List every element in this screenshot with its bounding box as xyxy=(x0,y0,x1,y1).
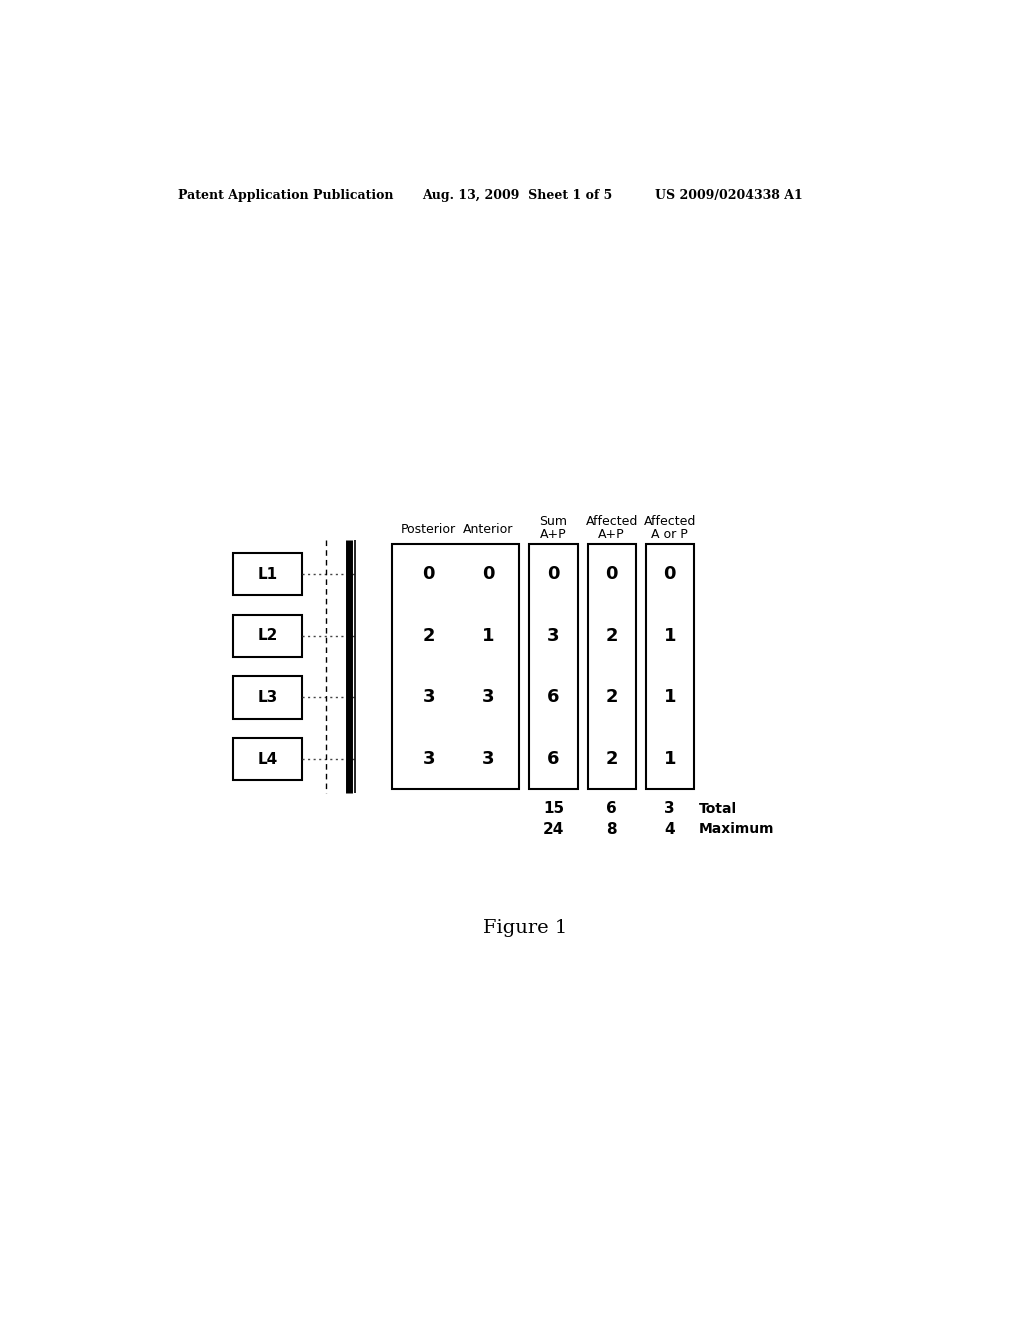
Text: 6: 6 xyxy=(547,750,560,768)
Text: 0: 0 xyxy=(482,565,495,583)
Text: 2: 2 xyxy=(423,627,435,644)
Text: 0: 0 xyxy=(664,565,676,583)
Text: 8: 8 xyxy=(606,822,616,837)
Text: 3: 3 xyxy=(665,801,675,816)
Text: 6: 6 xyxy=(547,689,560,706)
Text: 1: 1 xyxy=(664,627,676,644)
Text: Figure 1: Figure 1 xyxy=(482,920,567,937)
Text: Affected: Affected xyxy=(643,515,696,528)
Text: Posterior: Posterior xyxy=(401,523,457,536)
Bar xyxy=(232,738,302,780)
Text: 0: 0 xyxy=(547,565,560,583)
Text: L2: L2 xyxy=(257,628,278,643)
Text: 3: 3 xyxy=(482,750,495,768)
Text: 1: 1 xyxy=(482,627,495,644)
Text: A+P: A+P xyxy=(541,528,567,541)
Text: 3: 3 xyxy=(423,689,435,706)
Text: 1: 1 xyxy=(664,750,676,768)
Text: Aug. 13, 2009  Sheet 1 of 5: Aug. 13, 2009 Sheet 1 of 5 xyxy=(423,189,612,202)
Text: 15: 15 xyxy=(543,801,564,816)
Text: 2: 2 xyxy=(605,627,617,644)
Bar xyxy=(232,615,302,657)
Text: L1: L1 xyxy=(257,566,278,582)
Bar xyxy=(588,544,636,789)
Text: Patent Application Publication: Patent Application Publication xyxy=(178,189,394,202)
Text: 4: 4 xyxy=(665,822,675,837)
Bar xyxy=(391,544,519,789)
Text: 24: 24 xyxy=(543,822,564,837)
Text: 6: 6 xyxy=(606,801,617,816)
Text: A+P: A+P xyxy=(598,528,625,541)
Text: 0: 0 xyxy=(605,565,617,583)
Text: A or P: A or P xyxy=(651,528,688,541)
Text: 3: 3 xyxy=(482,689,495,706)
Text: Maximum: Maximum xyxy=(699,822,775,837)
Text: 2: 2 xyxy=(605,750,617,768)
Text: 1: 1 xyxy=(664,689,676,706)
Text: Total: Total xyxy=(699,801,737,816)
Text: Affected: Affected xyxy=(586,515,638,528)
Bar xyxy=(529,544,578,789)
Text: US 2009/0204338 A1: US 2009/0204338 A1 xyxy=(655,189,803,202)
Text: 3: 3 xyxy=(423,750,435,768)
Text: L4: L4 xyxy=(257,751,278,767)
Text: 0: 0 xyxy=(423,565,435,583)
Text: Anterior: Anterior xyxy=(463,523,514,536)
Bar xyxy=(232,553,302,595)
Bar xyxy=(232,676,302,718)
Text: 3: 3 xyxy=(547,627,560,644)
Bar xyxy=(646,544,693,789)
Text: 2: 2 xyxy=(605,689,617,706)
Text: L3: L3 xyxy=(257,690,278,705)
Text: Sum: Sum xyxy=(540,515,567,528)
